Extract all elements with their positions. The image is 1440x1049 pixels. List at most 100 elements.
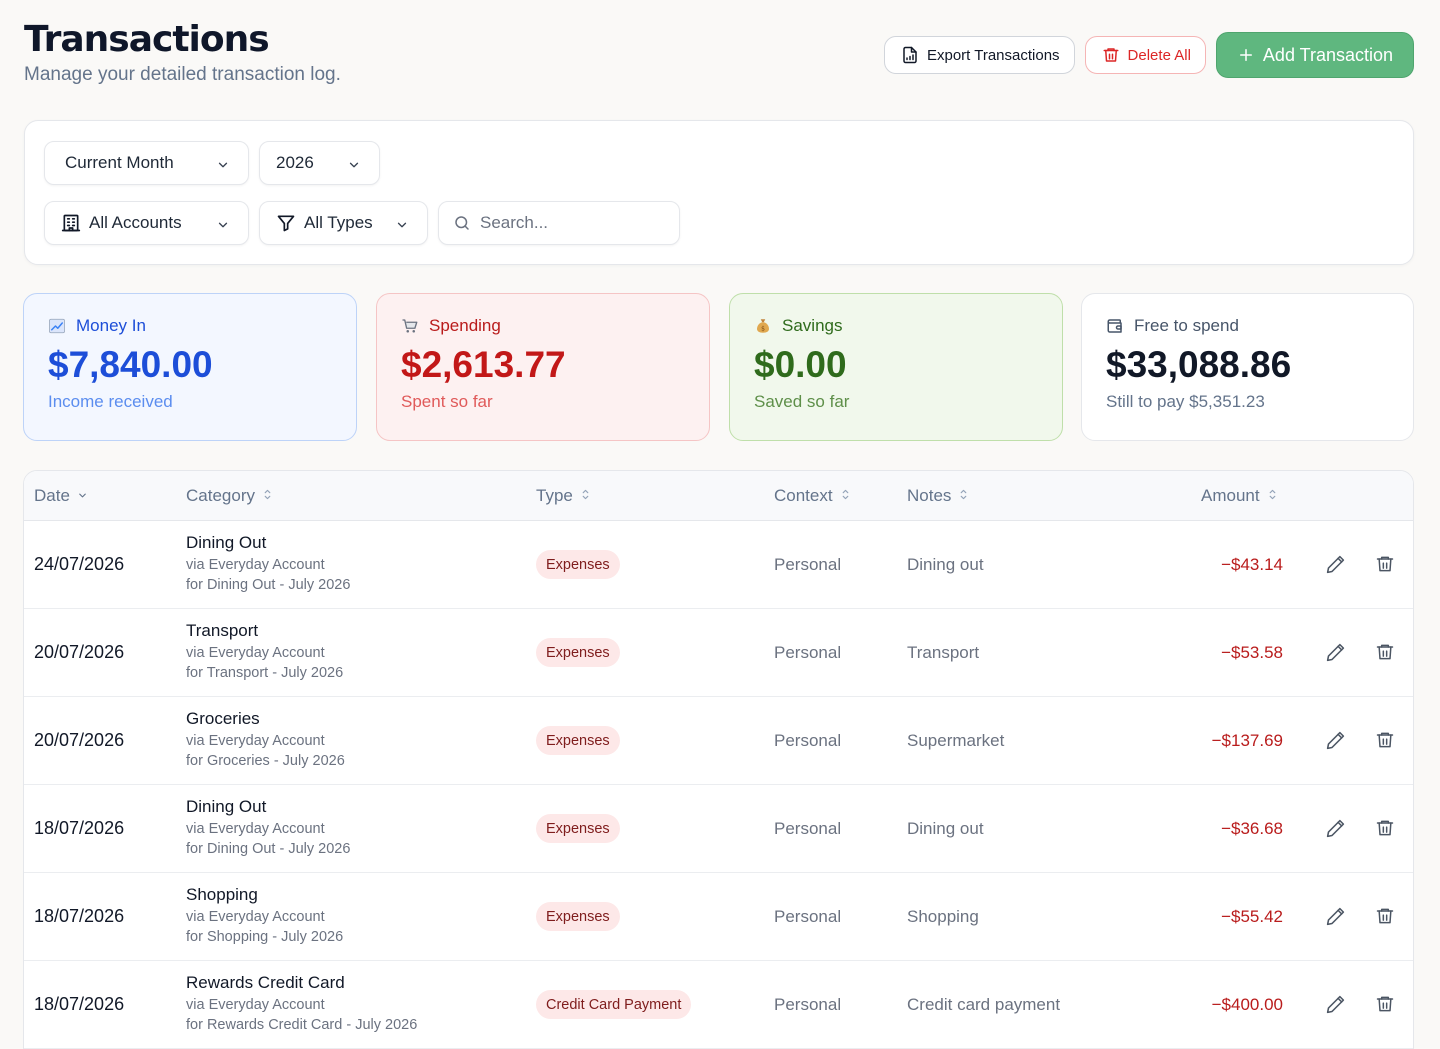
column-context[interactable]: Context: [774, 486, 851, 506]
delete-button[interactable]: [1375, 818, 1395, 843]
sort-icon: [958, 486, 969, 506]
column-date[interactable]: Date: [34, 486, 88, 506]
free-sub: Still to pay $5,351.23: [1106, 392, 1265, 411]
table-row: 24/07/2026 Dining Out via Everyday Accou…: [24, 521, 1413, 609]
pencil-icon: [1325, 995, 1346, 1019]
table-header: Date Category Type Context Notes Amount: [24, 471, 1413, 521]
row-notes: Supermarket: [907, 731, 1005, 750]
column-notes-label: Notes: [907, 486, 952, 505]
delete-button[interactable]: [1375, 994, 1395, 1019]
category-budget: for Dining Out - July 2026: [186, 577, 351, 593]
column-type[interactable]: Type: [536, 486, 591, 506]
column-amount[interactable]: Amount: [1201, 486, 1278, 506]
trash-icon: [1375, 820, 1395, 842]
row-notes: Transport: [907, 643, 980, 662]
period-select[interactable]: Current Month: [44, 141, 249, 185]
trash-icon: [1102, 46, 1120, 64]
savings-sub: Saved so far: [754, 392, 850, 411]
chevron-down-icon: [347, 157, 361, 177]
pencil-icon: [1325, 907, 1346, 931]
type-badge: Credit Card Payment: [536, 990, 692, 1019]
table-row: 18/07/2026 Shopping via Everyday Account…: [24, 873, 1413, 961]
row-notes: Dining out: [907, 555, 984, 574]
search-input[interactable]: [480, 213, 670, 233]
category-account: via Everyday Account: [186, 997, 325, 1013]
category-budget: for Rewards Credit Card - July 2026: [186, 1017, 418, 1033]
trash-icon: [1375, 996, 1395, 1018]
category-budget: for Dining Out - July 2026: [186, 841, 351, 857]
chevron-down-icon: [77, 486, 88, 506]
edit-button[interactable]: [1325, 994, 1346, 1020]
column-date-label: Date: [34, 486, 70, 505]
category-account: via Everyday Account: [186, 821, 325, 837]
delete-button[interactable]: [1375, 730, 1395, 755]
delete-button[interactable]: [1375, 554, 1395, 579]
money-in-card: Money In $7,840.00 Income received: [23, 293, 357, 441]
column-notes[interactable]: Notes: [907, 486, 969, 506]
category-name: Shopping: [186, 885, 258, 904]
transactions-table: Date Category Type Context Notes Amount …: [23, 470, 1414, 1049]
plus-icon: [1237, 46, 1255, 64]
types-select[interactable]: All Types: [259, 201, 428, 245]
trash-icon: [1375, 908, 1395, 930]
wallet-icon: [1106, 317, 1124, 335]
edit-button[interactable]: [1325, 906, 1346, 932]
column-category-label: Category: [186, 486, 255, 505]
add-transaction-button[interactable]: Add Transaction: [1215, 32, 1414, 78]
delete-button[interactable]: [1375, 906, 1395, 931]
row-date: 24/07/2026: [34, 554, 125, 574]
accounts-select[interactable]: All Accounts: [44, 201, 249, 245]
row-category: Dining Out via Everyday Account for Dini…: [186, 797, 350, 857]
sort-icon: [1267, 486, 1278, 506]
type-badge: Expenses: [536, 638, 620, 667]
edit-button[interactable]: [1325, 642, 1346, 668]
row-category: Groceries via Everyday Account for Groce…: [186, 709, 345, 769]
add-transaction-label: Add Transaction: [1262, 44, 1393, 65]
sort-icon: [262, 486, 273, 506]
category-account: via Everyday Account: [186, 645, 325, 661]
chevron-down-icon: [216, 157, 230, 177]
type-badge: Expenses: [536, 902, 620, 931]
column-amount-label: Amount: [1201, 486, 1260, 505]
search-icon: [453, 214, 471, 232]
free-to-spend-card: Free to spend $33,088.86 Still to pay $5…: [1081, 293, 1414, 441]
pencil-icon: [1325, 819, 1346, 843]
trash-icon: [1375, 732, 1395, 754]
row-amount: −$53.58: [1221, 643, 1283, 662]
row-context: Personal: [774, 731, 842, 750]
export-transactions-button[interactable]: Export Transactions: [883, 36, 1075, 74]
row-amount: −$137.69: [1211, 731, 1283, 750]
category-budget: for Transport - July 2026: [186, 665, 344, 681]
file-chart-icon: [901, 46, 919, 64]
delete-button[interactable]: [1375, 642, 1395, 667]
money-bag-icon: $: [754, 317, 772, 335]
edit-button[interactable]: [1325, 730, 1346, 756]
bank-icon: [61, 213, 81, 233]
category-name: Rewards Credit Card: [186, 973, 345, 992]
free-value: $33,088.86: [1106, 344, 1292, 385]
edit-button[interactable]: [1325, 818, 1346, 844]
pencil-icon: [1325, 731, 1346, 755]
category-name: Transport: [186, 621, 259, 640]
filter-panel: Current Month 2026 All Accounts All Type…: [24, 120, 1414, 265]
row-context: Personal: [774, 819, 842, 838]
table-row: 20/07/2026 Transport via Everyday Accoun…: [24, 609, 1413, 697]
sort-icon: [580, 486, 591, 506]
pencil-icon: [1325, 643, 1346, 667]
spending-sub: Spent so far: [401, 392, 493, 411]
row-notes: Shopping: [907, 907, 979, 926]
accounts-value: All Accounts: [89, 213, 182, 232]
category-budget: for Groceries - July 2026: [186, 753, 345, 769]
row-amount: −$55.42: [1221, 907, 1283, 926]
row-category: Shopping via Everyday Account for Shoppi…: [186, 885, 343, 945]
column-category[interactable]: Category: [186, 486, 273, 506]
savings-value: $0.00: [754, 344, 847, 385]
delete-all-button[interactable]: Delete All: [1084, 36, 1206, 74]
table-row: 20/07/2026 Groceries via Everyday Accoun…: [24, 697, 1413, 785]
search-field[interactable]: [438, 201, 680, 245]
edit-button[interactable]: [1325, 554, 1346, 580]
filter-icon: [276, 213, 296, 233]
chart-up-icon: [48, 317, 66, 335]
year-select[interactable]: 2026: [259, 141, 380, 185]
delete-all-label: Delete All: [1127, 46, 1191, 64]
